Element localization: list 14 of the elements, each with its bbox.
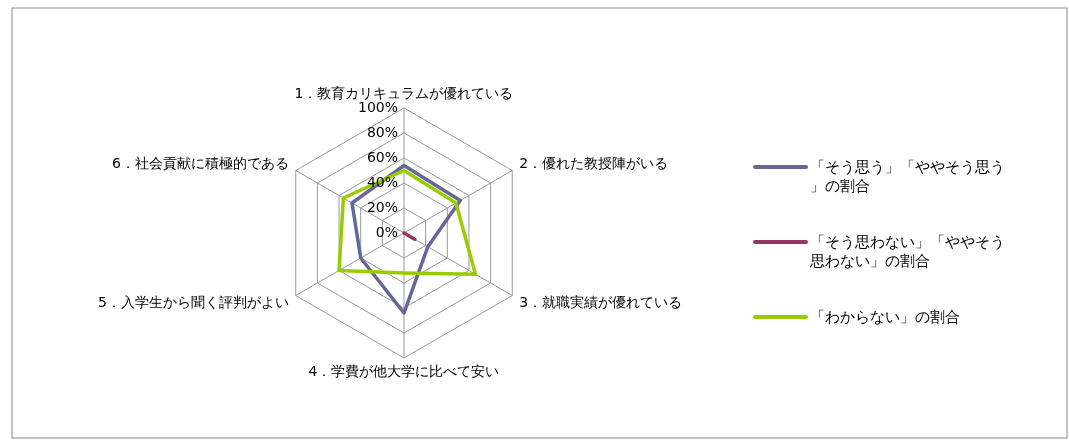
spoke-label: 5．入学生から聞く評判がよい xyxy=(97,293,289,310)
spoke-label: 3．就職実績が優れている xyxy=(519,293,683,310)
spoke-label: 2．優れた教授陣がいる xyxy=(519,154,669,171)
spoke-label: 1．教育カリキュラムが優れている xyxy=(294,85,514,101)
y-tick-label: 20% xyxy=(366,199,398,215)
y-tick-label: 0% xyxy=(375,224,398,240)
spoke-label: 4．学費が他大学に比べて安い xyxy=(308,363,500,379)
y-tick-label: 80% xyxy=(366,124,398,140)
legend-label: 「そう思う」「ややそう思う」の割合 xyxy=(810,157,1005,195)
legend-label: 「そう思わない」「ややそう思わない」の割合 xyxy=(809,232,1005,270)
y-tick-label: 60% xyxy=(366,149,398,165)
y-tick-label: 100% xyxy=(357,99,398,115)
legend-label: 「わからない」の割合 xyxy=(810,307,960,326)
spoke-label: 6．社会貢献に積極的である xyxy=(111,154,289,171)
